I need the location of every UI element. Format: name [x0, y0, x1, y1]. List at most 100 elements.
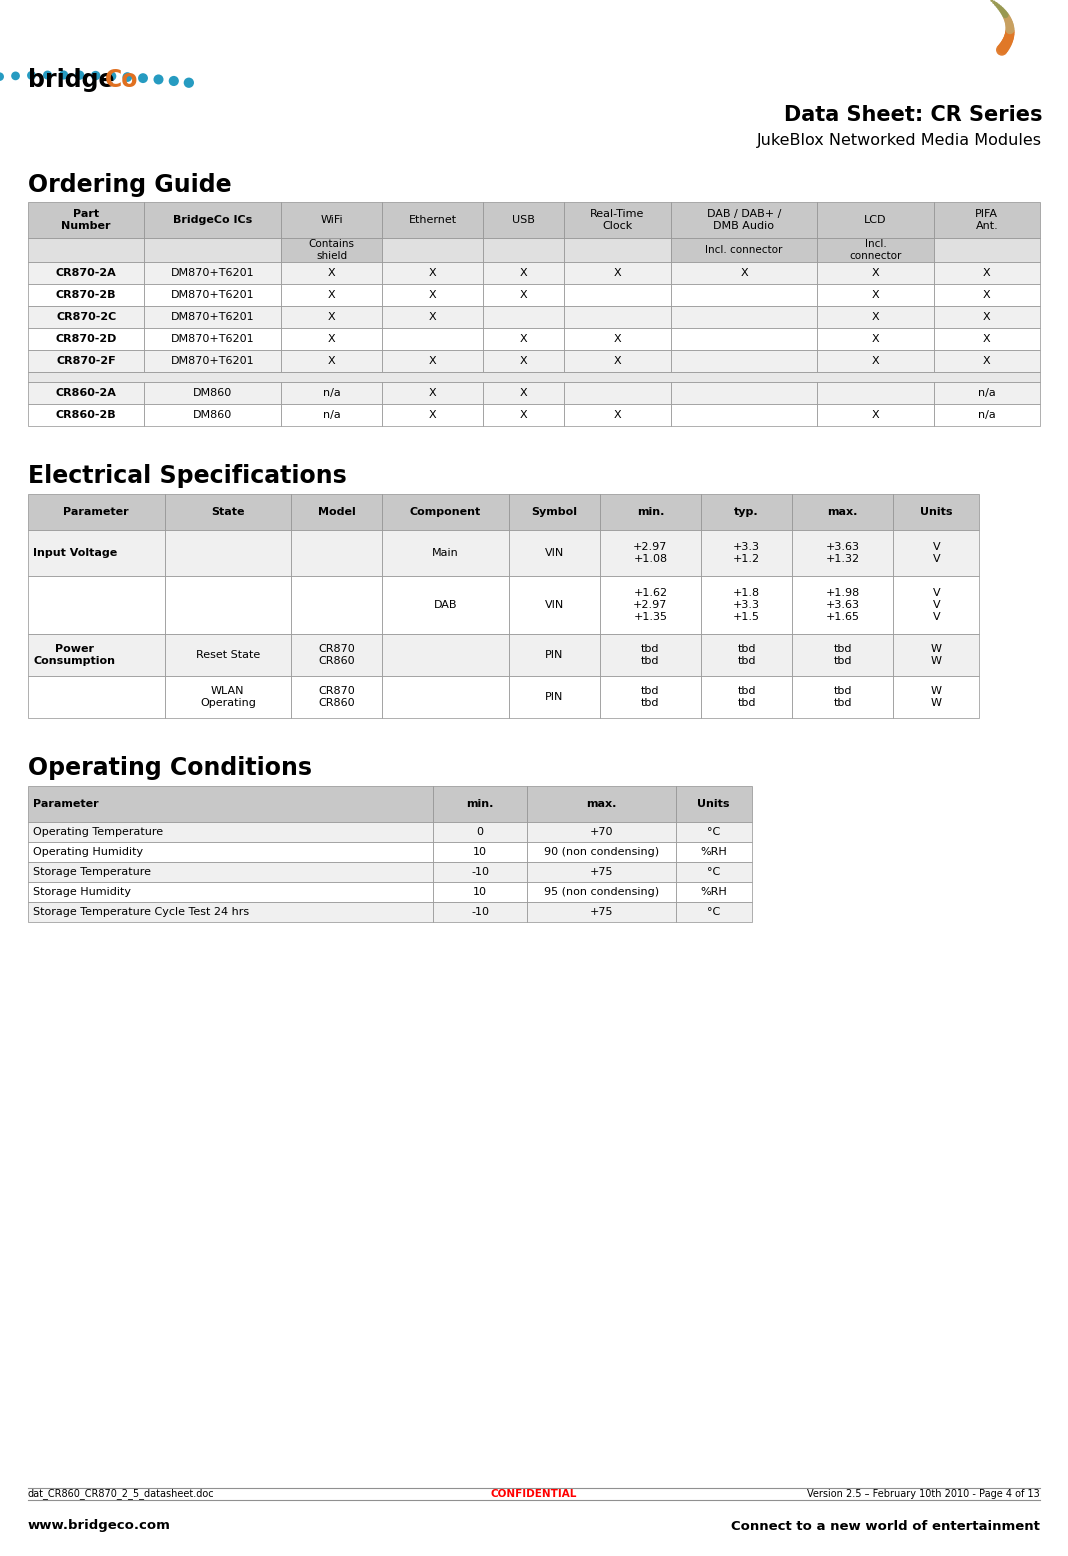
Bar: [701, 675, 792, 717]
Point: [1001, 25, 1018, 50]
Bar: [484, 383, 564, 405]
Text: bridge: bridge: [28, 68, 114, 92]
Bar: [528, 882, 676, 902]
Bar: [933, 405, 1040, 426]
Bar: [434, 882, 528, 902]
Bar: [28, 633, 164, 675]
Bar: [281, 328, 382, 350]
Point: [135, 65, 152, 90]
Text: X: X: [871, 289, 879, 300]
Text: %RH: %RH: [701, 887, 727, 896]
Bar: [792, 493, 893, 531]
Bar: [893, 675, 979, 717]
Text: X: X: [520, 409, 528, 420]
Text: +1.8
+3.3
+1.5: +1.8 +3.3 +1.5: [733, 588, 760, 622]
Text: tbd
tbd: tbd tbd: [641, 686, 660, 708]
Bar: [933, 202, 1040, 238]
Bar: [701, 493, 792, 531]
Text: X: X: [520, 335, 528, 344]
Bar: [28, 862, 434, 882]
Text: X: X: [520, 356, 528, 366]
Bar: [281, 238, 382, 261]
Text: X: X: [520, 387, 528, 398]
Bar: [600, 576, 701, 633]
Bar: [701, 633, 792, 675]
Text: Storage Temperature Cycle Test 24 hrs: Storage Temperature Cycle Test 24 hrs: [33, 907, 249, 916]
Bar: [484, 285, 564, 307]
Bar: [484, 350, 564, 372]
Text: V
V
V: V V V: [932, 588, 940, 622]
Bar: [292, 531, 382, 576]
Text: tbd
tbd: tbd tbd: [737, 644, 756, 666]
Text: X: X: [328, 356, 335, 366]
Text: Version 2.5 – February 10th 2010 - Page 4 of 13: Version 2.5 – February 10th 2010 - Page …: [807, 1489, 1040, 1498]
Bar: [382, 328, 484, 350]
Bar: [28, 576, 164, 633]
Bar: [292, 493, 382, 531]
Point: [150, 67, 167, 92]
Text: PIN: PIN: [545, 692, 564, 702]
Text: +75: +75: [590, 907, 613, 916]
Bar: [28, 902, 434, 923]
Bar: [28, 350, 144, 372]
Text: 95 (non condensing): 95 (non condensing): [544, 887, 659, 896]
Text: Operating Temperature: Operating Temperature: [33, 826, 163, 837]
Text: V
V: V V: [932, 541, 940, 565]
Bar: [564, 261, 671, 285]
Text: max.: max.: [828, 507, 858, 517]
Text: tbd
tbd: tbd tbd: [641, 644, 660, 666]
Point: [88, 64, 105, 89]
Point: [1001, 11, 1018, 36]
Text: tbd
tbd: tbd tbd: [737, 686, 756, 708]
Point: [1001, 20, 1018, 45]
Bar: [676, 862, 752, 882]
Text: WiFi: WiFi: [320, 215, 343, 226]
Bar: [144, 307, 281, 328]
Text: DM860: DM860: [193, 409, 233, 420]
Text: n/a: n/a: [978, 387, 995, 398]
Text: °C: °C: [707, 826, 720, 837]
Bar: [28, 842, 434, 862]
Text: 10: 10: [473, 846, 487, 857]
Bar: [281, 405, 382, 426]
Point: [119, 65, 136, 90]
Bar: [281, 285, 382, 307]
Text: X: X: [429, 268, 437, 279]
Text: www.bridgeco.com: www.bridgeco.com: [28, 1520, 171, 1533]
Text: +75: +75: [590, 867, 613, 878]
Bar: [528, 902, 676, 923]
Bar: [164, 675, 292, 717]
Bar: [434, 786, 528, 822]
Text: Contains
shield: Contains shield: [309, 238, 355, 261]
Bar: [382, 261, 484, 285]
Text: +2.97
+1.08: +2.97 +1.08: [633, 541, 668, 565]
Text: Reset State: Reset State: [195, 650, 260, 660]
Bar: [484, 328, 564, 350]
Text: Electrical Specifications: Electrical Specifications: [28, 464, 347, 489]
Text: 10: 10: [473, 887, 487, 896]
Text: State: State: [211, 507, 245, 517]
Text: +1.62
+2.97
+1.35: +1.62 +2.97 +1.35: [633, 588, 668, 622]
Bar: [434, 862, 528, 882]
Point: [1001, 14, 1018, 39]
Bar: [484, 405, 564, 426]
Text: CR870-2A: CR870-2A: [56, 268, 116, 279]
Bar: [28, 405, 144, 426]
Bar: [382, 633, 508, 675]
Text: 90 (non condensing): 90 (non condensing): [544, 846, 659, 857]
Text: Co: Co: [105, 68, 139, 92]
Text: typ.: typ.: [734, 507, 759, 517]
Bar: [671, 238, 817, 261]
Point: [56, 62, 73, 87]
Bar: [676, 786, 752, 822]
Text: W
W: W W: [931, 686, 942, 708]
Point: [1001, 23, 1018, 48]
Text: +3.3
+1.2: +3.3 +1.2: [733, 541, 760, 565]
Bar: [676, 902, 752, 923]
Point: [1000, 8, 1017, 33]
Point: [992, 0, 1009, 22]
Text: Operating Humidity: Operating Humidity: [33, 846, 143, 857]
Bar: [564, 383, 671, 405]
Bar: [792, 633, 893, 675]
Point: [1002, 17, 1019, 42]
